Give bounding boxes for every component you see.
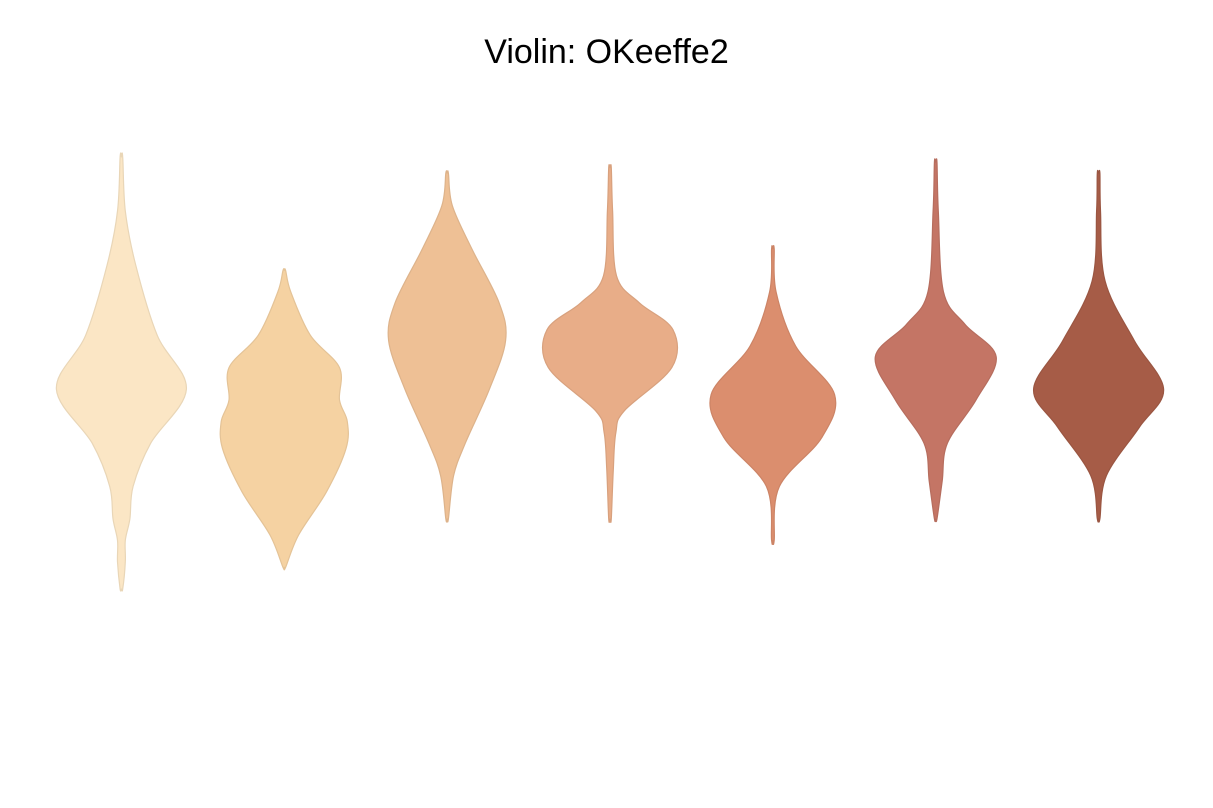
violin-series-group	[55, 152, 1165, 592]
violin-2	[219, 268, 349, 571]
violin-3	[387, 170, 507, 523]
violin-1	[55, 152, 188, 592]
violin-4	[541, 164, 679, 523]
violin-5	[709, 245, 837, 545]
chart-title: Violin: OKeeffe2	[484, 33, 729, 71]
violin-6	[874, 158, 997, 523]
violin-7	[1032, 169, 1165, 523]
